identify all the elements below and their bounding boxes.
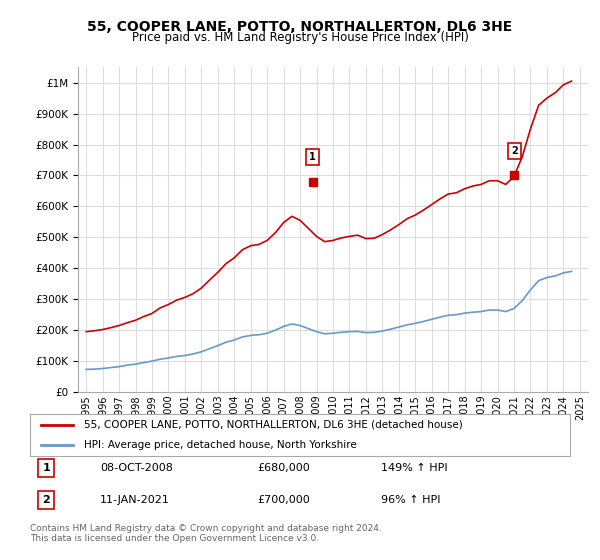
Text: HPI: Average price, detached house, North Yorkshire: HPI: Average price, detached house, Nort… xyxy=(84,440,357,450)
Text: 2: 2 xyxy=(43,495,50,505)
Text: 55, COOPER LANE, POTTO, NORTHALLERTON, DL6 3HE (detached house): 55, COOPER LANE, POTTO, NORTHALLERTON, D… xyxy=(84,420,463,430)
Text: Price paid vs. HM Land Registry's House Price Index (HPI): Price paid vs. HM Land Registry's House … xyxy=(131,31,469,44)
Text: 1: 1 xyxy=(310,152,316,162)
Text: 55, COOPER LANE, POTTO, NORTHALLERTON, DL6 3HE: 55, COOPER LANE, POTTO, NORTHALLERTON, D… xyxy=(88,20,512,34)
Text: Contains HM Land Registry data © Crown copyright and database right 2024.
This d: Contains HM Land Registry data © Crown c… xyxy=(30,524,382,543)
Text: 08-OCT-2008: 08-OCT-2008 xyxy=(100,463,173,473)
Text: 2: 2 xyxy=(511,146,518,156)
Text: £700,000: £700,000 xyxy=(257,495,310,505)
Text: 96% ↑ HPI: 96% ↑ HPI xyxy=(381,495,440,505)
Text: 1: 1 xyxy=(43,463,50,473)
Text: 149% ↑ HPI: 149% ↑ HPI xyxy=(381,463,448,473)
Text: 11-JAN-2021: 11-JAN-2021 xyxy=(100,495,170,505)
Text: £680,000: £680,000 xyxy=(257,463,310,473)
